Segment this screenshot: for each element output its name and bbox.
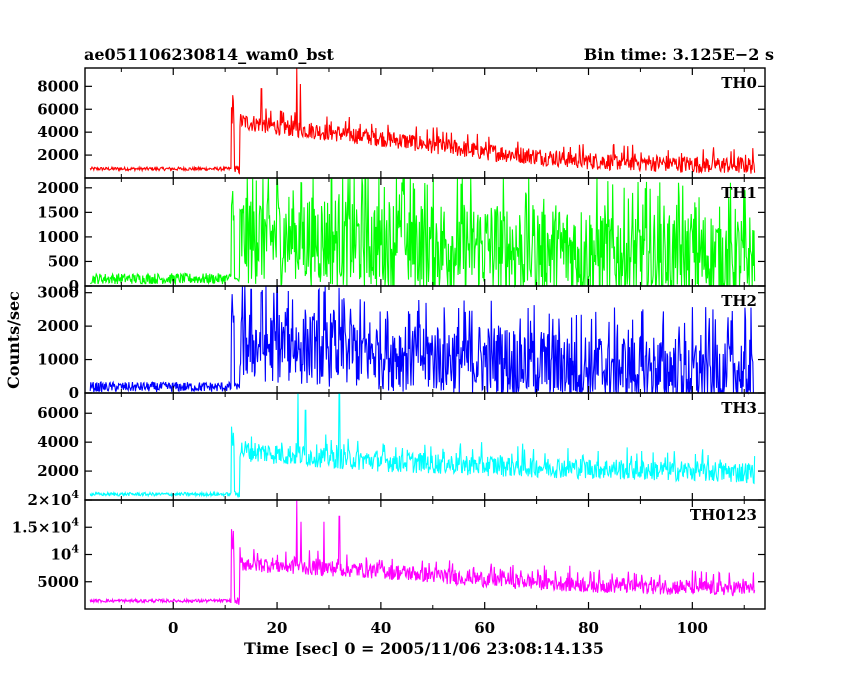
x-axis-title: Time [sec] 0 = 2005/11/06 23:08:14.135 [244, 639, 604, 658]
y-axis-title: Counts/sec [4, 291, 23, 389]
y-tick-label: 2000 [37, 146, 79, 164]
y-tick-label: 2000 [37, 462, 79, 480]
x-tick-label: 20 [267, 619, 288, 637]
panel-label-th1: TH1 [721, 184, 757, 202]
y-tick-label: 1000 [37, 228, 79, 246]
y-tick-label: 4000 [37, 433, 79, 451]
y-tick-label: 104 [50, 543, 79, 564]
x-tick-label: 40 [370, 619, 391, 637]
y-tick-label: 2000 [37, 317, 79, 335]
x-tick-label: 60 [474, 619, 495, 637]
y-tick-label: 3000 [37, 284, 79, 302]
y-tick-label: 6000 [37, 100, 79, 118]
series-line-th0 [89, 67, 756, 175]
y-tick-label: 1000 [37, 351, 79, 369]
panel-label-th2: TH2 [721, 292, 757, 310]
y-tick-label: 2000 [37, 179, 79, 197]
y-tick-label: 4000 [37, 123, 79, 141]
y-tick-label: 8000 [37, 77, 79, 95]
y-tick-label: 0 [69, 277, 79, 295]
y-tick-label: 1500 [37, 203, 79, 221]
y-tick-label: 5000 [37, 573, 79, 591]
series-line-th3 [89, 392, 756, 499]
y-tick-label: 1.5×104 [12, 515, 80, 536]
x-tick-label: 80 [578, 619, 599, 637]
y-tick-label: 6000 [37, 404, 79, 422]
y-tick-label: 500 [48, 252, 79, 270]
series-line-th1 [90, 177, 756, 289]
x-tick-label: 100 [677, 619, 708, 637]
series-line-th2 [89, 285, 755, 395]
panel-label-th0: TH0 [721, 74, 757, 92]
panel-label-th0123: TH0123 [690, 506, 757, 524]
bin-time-label: Bin time: 3.125E−2 s [584, 45, 774, 64]
x-tick-label: 0 [168, 619, 178, 637]
series-line-th0123 [89, 499, 756, 605]
panel-label-th3: TH3 [721, 399, 757, 417]
y-tick-label: 0 [69, 384, 79, 402]
y-tick-label: 2×104 [27, 488, 79, 509]
file-title: ae051106230814_wam0_bst [84, 45, 335, 64]
